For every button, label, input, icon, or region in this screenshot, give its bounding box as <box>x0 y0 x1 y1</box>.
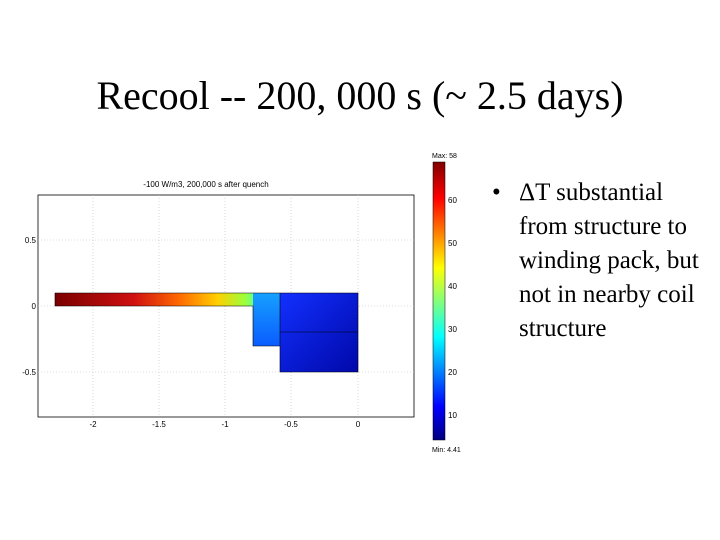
x-tick-label: -0.5 <box>284 420 298 429</box>
colorbar <box>432 161 446 441</box>
colorbar-tick-labels: 60 50 40 30 20 10 <box>448 196 457 420</box>
region-step <box>253 293 283 346</box>
colorbar-tick-label: 10 <box>448 411 457 420</box>
figure-title: -100 W/m3, 200,000 s after quench <box>143 180 268 189</box>
colorbar-tick-label: 30 <box>448 325 457 334</box>
y-tick-labels: 0.5 0 -0.5 <box>22 236 36 377</box>
bullet-text: ΔT substantial from structure to winding… <box>519 179 699 342</box>
bullet-item: • ΔT substantial from structure to windi… <box>492 176 707 346</box>
x-tick-label: -1.5 <box>152 420 166 429</box>
region-structure-bar <box>55 293 281 306</box>
bullet-marker: • <box>492 179 501 206</box>
y-tick-label: -0.5 <box>22 368 36 377</box>
temperature-figure: -100 W/m3, 200,000 s after quench -2 -1.… <box>22 153 461 454</box>
x-tick-labels: -2 -1.5 -1 -0.5 0 <box>89 420 360 429</box>
region-winding-pack <box>280 293 358 372</box>
colorbar-min-label: Min: 4.41 <box>432 447 461 454</box>
colorbar-tick-label: 20 <box>448 368 457 377</box>
y-tick-label: 0 <box>32 302 37 311</box>
x-tick-label: -2 <box>89 420 97 429</box>
x-tick-label: -1 <box>221 420 229 429</box>
colorbar-tick-label: 40 <box>448 282 457 291</box>
region-outline <box>54 292 359 373</box>
colorbar-tick-label: 50 <box>448 239 457 248</box>
colorbar-max-label: Max: 58 <box>432 153 457 160</box>
slide-title: Recool -- 200, 000 s (~ 2.5 days) <box>96 73 624 118</box>
x-tick-label: 0 <box>356 420 361 429</box>
colorbar-tick-label: 60 <box>448 196 457 205</box>
y-tick-label: 0.5 <box>25 236 37 245</box>
